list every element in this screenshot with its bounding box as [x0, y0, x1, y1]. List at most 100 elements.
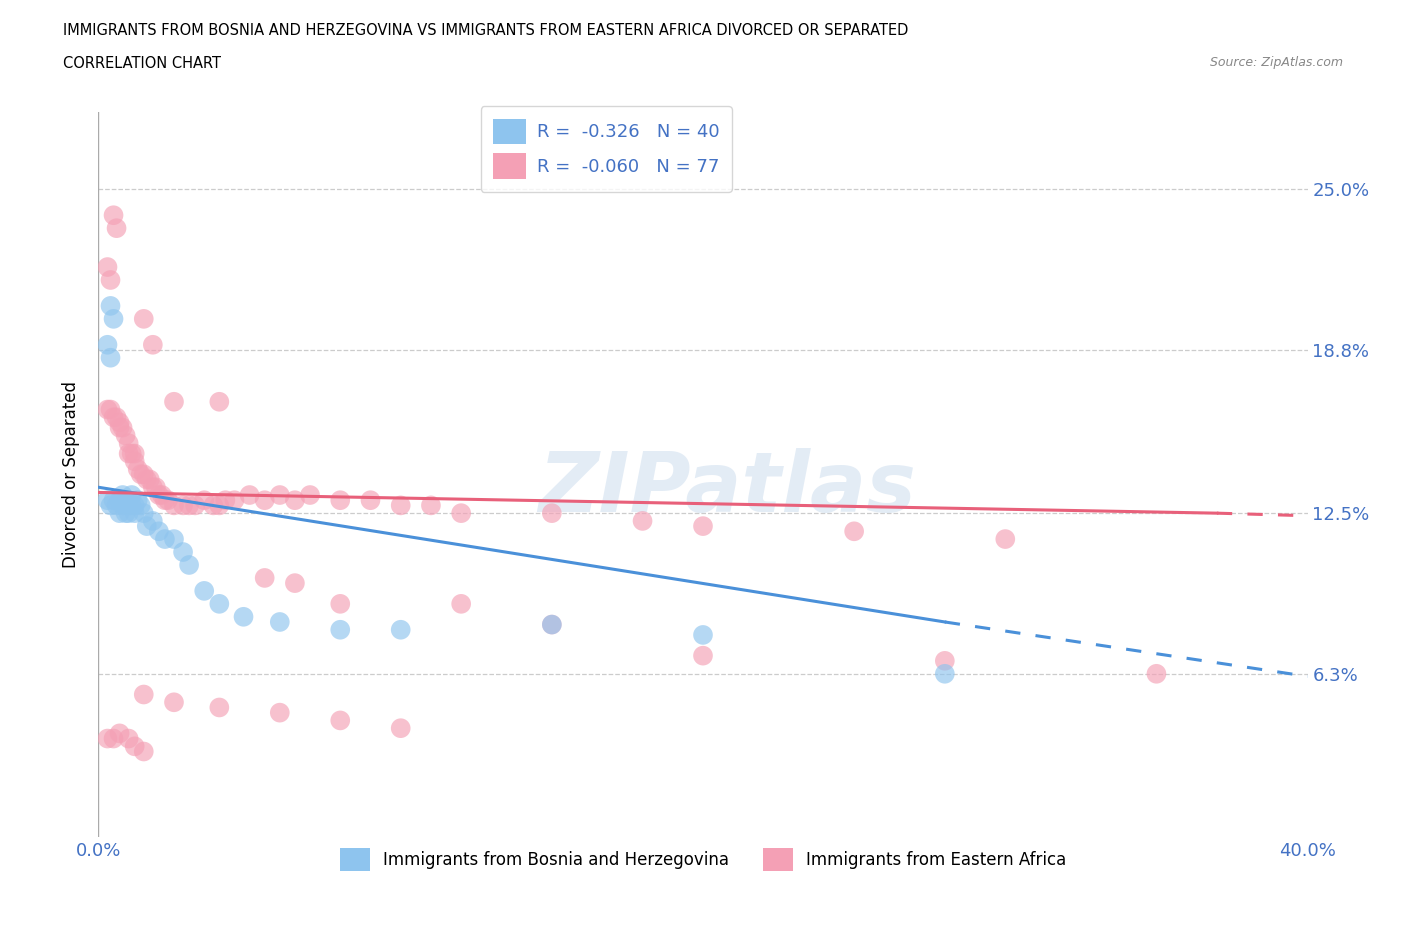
Point — [100, 402, 122, 417]
Point — [360, 493, 382, 508]
Point — [329, 493, 352, 508]
Point — [105, 410, 128, 425]
Legend: Immigrants from Bosnia and Herzegovina, Immigrants from Eastern Africa: Immigrants from Bosnia and Herzegovina, … — [332, 839, 1074, 880]
Point — [124, 498, 146, 512]
Y-axis label: Divorced or Separated: Divorced or Separated — [62, 380, 80, 568]
Point — [114, 428, 136, 443]
Point — [179, 558, 201, 573]
Point — [232, 609, 254, 624]
Point — [103, 493, 125, 508]
Point — [540, 506, 562, 521]
Point — [1144, 667, 1167, 682]
Point — [150, 487, 173, 502]
Point — [103, 410, 125, 425]
Point — [994, 532, 1017, 547]
Point — [100, 299, 122, 313]
Point — [299, 487, 322, 502]
Text: Source: ZipAtlas.com: Source: ZipAtlas.com — [1209, 56, 1343, 69]
Point — [124, 738, 146, 753]
Point — [269, 615, 291, 630]
Point — [163, 532, 186, 547]
Point — [127, 493, 149, 508]
Point — [208, 596, 231, 611]
Point — [118, 498, 141, 512]
Point — [208, 498, 231, 512]
Point — [139, 472, 162, 487]
Point — [420, 498, 443, 512]
Point — [103, 207, 125, 222]
Point — [389, 622, 412, 637]
Point — [148, 524, 170, 538]
Point — [148, 487, 170, 502]
Point — [540, 618, 562, 632]
Point — [450, 506, 472, 521]
Point — [153, 493, 176, 508]
Point — [329, 713, 352, 728]
Point — [253, 493, 276, 508]
Point — [118, 446, 141, 461]
Point — [118, 436, 141, 451]
Point — [132, 744, 155, 759]
Point — [172, 498, 194, 512]
Point — [118, 493, 141, 508]
Point — [127, 461, 149, 476]
Point — [135, 519, 157, 534]
Point — [540, 618, 562, 632]
Point — [96, 493, 118, 508]
Point — [132, 467, 155, 482]
Point — [208, 700, 231, 715]
Point — [269, 487, 291, 502]
Point — [145, 480, 167, 495]
Point — [389, 721, 412, 736]
Point — [108, 493, 131, 508]
Point — [202, 498, 225, 512]
Point — [193, 583, 215, 598]
Text: ZIPatlas: ZIPatlas — [538, 448, 917, 529]
Point — [108, 506, 131, 521]
Point — [153, 532, 176, 547]
Point — [389, 498, 412, 512]
Point — [179, 498, 201, 512]
Point — [118, 731, 141, 746]
Point — [111, 487, 134, 502]
Point — [103, 312, 125, 326]
Point — [692, 519, 714, 534]
Point — [163, 498, 186, 512]
Text: CORRELATION CHART: CORRELATION CHART — [63, 56, 221, 71]
Point — [172, 545, 194, 560]
Point — [184, 498, 207, 512]
Point — [108, 420, 131, 435]
Point — [631, 513, 654, 528]
Point — [844, 524, 866, 538]
Point — [105, 220, 128, 235]
Text: IMMIGRANTS FROM BOSNIA AND HERZEGOVINA VS IMMIGRANTS FROM EASTERN AFRICA DIVORCE: IMMIGRANTS FROM BOSNIA AND HERZEGOVINA V… — [63, 23, 908, 38]
Point — [163, 394, 186, 409]
Point — [118, 506, 141, 521]
Point — [124, 446, 146, 461]
Point — [329, 622, 352, 637]
Point — [108, 415, 131, 430]
Point — [124, 454, 146, 469]
Point — [96, 402, 118, 417]
Point — [96, 731, 118, 746]
Point — [214, 493, 236, 508]
Point — [193, 493, 215, 508]
Point — [208, 394, 231, 409]
Point — [103, 731, 125, 746]
Point — [284, 576, 307, 591]
Point — [132, 506, 155, 521]
Point — [142, 513, 165, 528]
Point — [124, 506, 146, 521]
Point — [114, 493, 136, 508]
Point — [934, 667, 956, 682]
Point — [142, 480, 165, 495]
Point — [121, 487, 143, 502]
Point — [132, 687, 155, 702]
Point — [692, 648, 714, 663]
Point — [129, 467, 152, 482]
Point — [163, 695, 186, 710]
Point — [100, 351, 122, 365]
Point — [111, 498, 134, 512]
Point — [96, 259, 118, 274]
Point — [156, 493, 179, 508]
